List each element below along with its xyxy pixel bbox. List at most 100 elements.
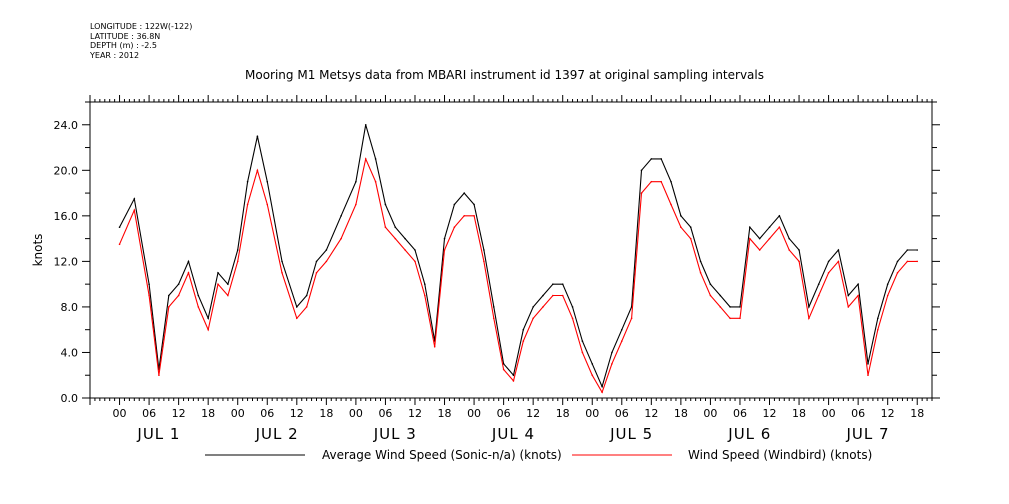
data-point <box>483 249 485 251</box>
y-axis-label: knots <box>31 234 45 267</box>
y-tick-label: 4.0 <box>61 346 79 359</box>
data-point <box>512 380 515 382</box>
x-hour-label: 12 <box>172 407 186 420</box>
series-line <box>118 157 918 394</box>
data-point <box>305 294 308 297</box>
data-point <box>266 180 269 183</box>
x-day-label: JUL 4 <box>491 425 535 443</box>
data-point <box>227 283 229 285</box>
data-point <box>236 260 239 263</box>
data-point <box>207 317 209 320</box>
data-point <box>571 317 574 320</box>
x-day-label: JUL 1 <box>136 425 180 443</box>
data-point <box>315 271 318 274</box>
data-point <box>650 180 653 183</box>
data-point <box>729 306 731 308</box>
data-point <box>414 260 416 263</box>
data-point <box>916 249 919 251</box>
data-point <box>197 306 200 308</box>
data-point <box>404 249 406 251</box>
data-point <box>492 317 495 320</box>
x-day-label: JUL 2 <box>255 425 299 443</box>
data-point <box>404 237 406 240</box>
x-hour-label: 12 <box>763 407 777 420</box>
data-point <box>620 340 623 342</box>
data-point <box>719 306 722 308</box>
chart-legend: Average Wind Speed (Sonic-n/a) (knots) Wi… <box>205 448 872 462</box>
data-point <box>808 317 810 320</box>
data-point <box>827 260 830 263</box>
data-point <box>532 317 534 320</box>
data-point <box>453 203 456 206</box>
data-point <box>640 192 643 194</box>
series-layer <box>118 123 919 394</box>
data-point <box>355 203 357 206</box>
data-point <box>601 391 603 394</box>
x-hour-label: 00 <box>585 407 599 420</box>
x-day-label: JUL 3 <box>373 425 417 443</box>
data-point <box>660 180 662 183</box>
data-point <box>256 169 259 172</box>
x-hour-label: 12 <box>408 407 422 420</box>
series-group <box>118 157 919 394</box>
data-point <box>758 237 761 240</box>
year-text: YEAR : 2012 <box>90 50 140 60</box>
x-hour-label: 12 <box>290 407 304 420</box>
y-tick-label: 16.0 <box>54 210 79 223</box>
x-hour-label: 00 <box>467 407 481 420</box>
data-point <box>650 158 653 160</box>
data-point <box>522 340 525 342</box>
data-point <box>148 294 150 297</box>
data-point <box>167 306 170 308</box>
data-point <box>453 226 456 229</box>
data-point <box>906 260 909 263</box>
data-point <box>749 226 751 229</box>
data-point <box>827 271 830 274</box>
data-point <box>798 260 800 263</box>
data-point <box>384 203 387 206</box>
x-hour-label: 06 <box>497 407 511 420</box>
data-point <box>758 249 761 251</box>
data-point <box>325 249 328 251</box>
data-point <box>187 271 190 274</box>
data-point <box>709 294 712 297</box>
data-point <box>886 294 889 297</box>
data-point <box>877 317 879 320</box>
x-hour-label: 18 <box>201 407 215 420</box>
data-point <box>340 237 342 240</box>
data-point <box>118 243 121 246</box>
x-hour-label: 06 <box>260 407 274 420</box>
axis-labels: 0.0 4.0 8.0 12.0 16.0 20.0 24.0 00 06 12 18 00 06 12 1… <box>31 119 924 443</box>
data-point <box>217 283 219 285</box>
x-hour-label: 06 <box>142 407 156 420</box>
data-point <box>788 249 791 251</box>
data-point <box>768 226 771 229</box>
data-point <box>916 260 919 263</box>
data-point <box>680 226 682 229</box>
data-point <box>906 249 909 251</box>
data-point <box>837 249 840 251</box>
x-hour-label: 18 <box>319 407 333 420</box>
data-point <box>296 317 298 320</box>
data-point <box>246 180 249 183</box>
x-hour-label: 18 <box>910 407 924 420</box>
x-hour-label: 12 <box>881 407 895 420</box>
data-point <box>473 215 475 217</box>
data-point <box>374 158 377 160</box>
data-point <box>837 260 840 263</box>
data-point <box>591 374 594 377</box>
data-point <box>463 192 466 194</box>
data-point <box>591 363 594 365</box>
data-point <box>158 374 160 377</box>
data-point <box>246 203 249 206</box>
data-point <box>236 249 239 251</box>
chart-axes <box>82 95 940 405</box>
x-hour-label: 06 <box>733 407 747 420</box>
data-point <box>281 271 283 274</box>
data-point <box>552 294 554 297</box>
x-hour-label: 00 <box>822 407 836 420</box>
data-point <box>433 345 436 348</box>
x-hour-label: 06 <box>378 407 392 420</box>
x-hour-label: 18 <box>792 407 806 420</box>
data-point <box>281 260 283 263</box>
